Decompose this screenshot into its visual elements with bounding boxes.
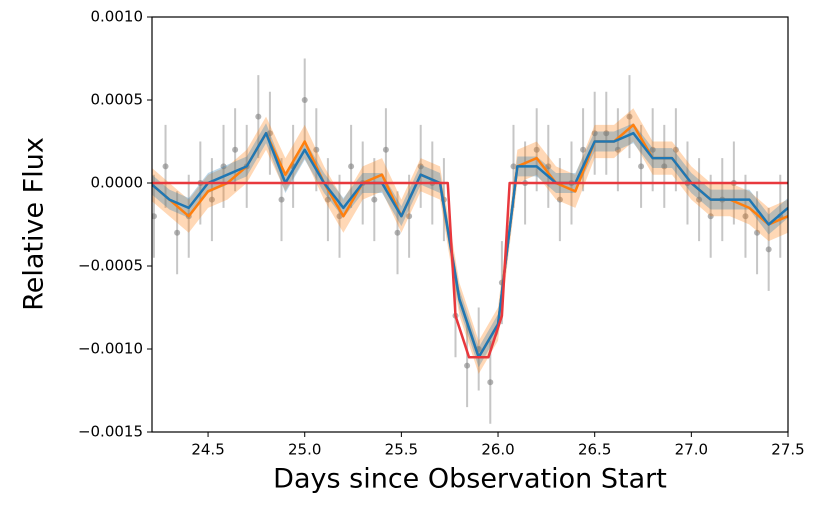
x-tick-label: 27.5	[771, 441, 804, 459]
data-point	[649, 146, 656, 153]
x-tick-label: 26.5	[578, 441, 611, 459]
data-point	[406, 213, 413, 220]
data-point	[603, 130, 610, 137]
data-point	[324, 196, 331, 203]
x-tick-label: 26.0	[481, 441, 514, 459]
data-point	[510, 163, 517, 170]
data-point	[672, 146, 679, 153]
data-point	[313, 146, 320, 153]
x-tick-label: 27.0	[675, 441, 708, 459]
data-point	[174, 229, 181, 236]
y-tick-label: −0.0015	[78, 423, 143, 441]
data-point	[533, 146, 540, 153]
data-point	[626, 113, 633, 120]
series-line	[152, 131, 788, 359]
plot-area	[152, 58, 788, 424]
plot-frame	[151, 16, 789, 433]
data-point	[336, 213, 343, 220]
data-point	[220, 163, 227, 170]
data-point	[707, 213, 714, 220]
data-point	[232, 146, 239, 153]
y-tick-label: 0.0010	[91, 8, 144, 26]
data-point	[742, 213, 749, 220]
data-point	[301, 97, 308, 103]
data-point	[754, 229, 761, 236]
data-point	[152, 213, 157, 220]
series-line	[152, 181, 788, 359]
data-point	[417, 163, 424, 170]
data-point	[614, 146, 621, 153]
data-point	[661, 163, 668, 170]
x-tick-label: 25.5	[385, 441, 418, 459]
y-tick-label: 0.0005	[91, 91, 144, 109]
data-point	[162, 163, 169, 170]
y-axis-label: Relative Flux	[19, 137, 50, 311]
data-point	[371, 196, 378, 203]
data-point	[266, 130, 273, 137]
data-point	[348, 163, 355, 170]
data-point	[591, 130, 598, 137]
data-point	[545, 163, 552, 170]
data-point	[208, 196, 215, 203]
data-point	[580, 146, 587, 153]
data-point	[394, 229, 401, 236]
data-point	[765, 246, 772, 253]
data-point	[696, 196, 703, 203]
data-point	[255, 113, 262, 120]
y-tick-label: −0.0010	[78, 340, 143, 358]
data-point	[464, 362, 471, 369]
data-point	[556, 196, 563, 203]
y-tick-label: 0.0000	[91, 174, 144, 192]
data-point	[638, 163, 645, 170]
confidence-band	[152, 108, 788, 374]
data-point	[278, 196, 285, 203]
x-axis-label: Days since Observation Start	[273, 464, 667, 495]
x-tick-label: 25.0	[288, 441, 321, 459]
y-tick-label: −0.0005	[78, 257, 143, 275]
data-point	[487, 379, 494, 386]
x-tick-label: 24.5	[191, 441, 224, 459]
data-point	[382, 146, 389, 153]
